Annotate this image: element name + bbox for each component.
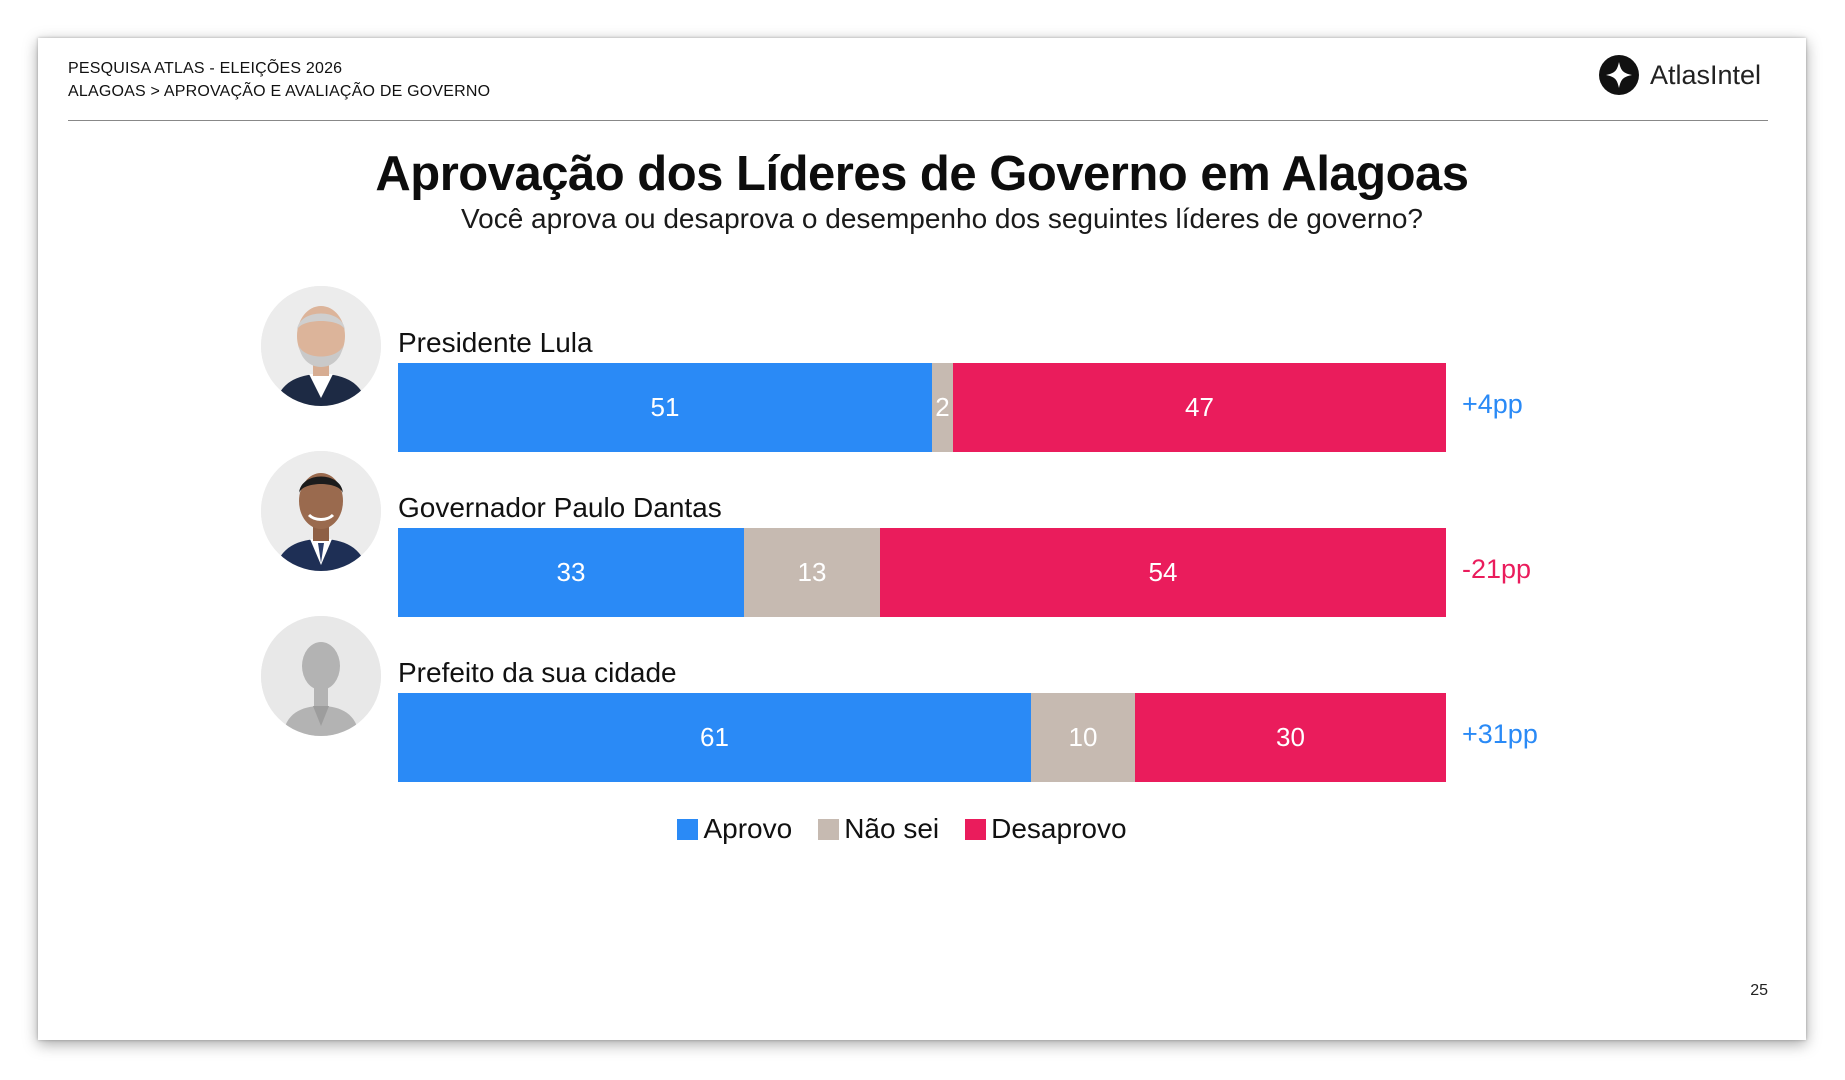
header-divider bbox=[68, 120, 1768, 121]
value-label: 54 bbox=[1148, 557, 1178, 587]
row-label-prefeito: Prefeito da sua cidade bbox=[398, 657, 677, 688]
legend-label-desaprovo: Desaprovo bbox=[991, 813, 1127, 844]
net-lula: +4pp bbox=[1462, 389, 1523, 419]
survey-header: PESQUISA ATLAS - ELEIÇÕES 2026 bbox=[68, 60, 343, 77]
value-label: 2 bbox=[935, 392, 950, 422]
atlasintel-logo-icon bbox=[1598, 55, 1639, 95]
bar-lula-desaprovo: 47 bbox=[953, 363, 1446, 452]
bar-lula: 51 2 47 bbox=[398, 363, 1446, 452]
bar-lula-aprovo: 51 bbox=[398, 363, 932, 452]
bar-prefeito-nao-sei: 10 bbox=[1031, 693, 1135, 782]
row-label-governador: Governador Paulo Dantas bbox=[398, 492, 722, 523]
bar-governador-desaprovo: 54 bbox=[880, 528, 1446, 617]
value-label: 10 bbox=[1068, 722, 1098, 752]
legend-swatch-desaprovo bbox=[965, 818, 987, 840]
chart-title: Aprovação dos Líderes de Governo em Alag… bbox=[375, 147, 1469, 201]
legend-swatch-aprovo bbox=[677, 818, 699, 840]
bar-prefeito-desaprovo: 30 bbox=[1135, 693, 1446, 782]
value-label: 51 bbox=[650, 392, 680, 422]
bar-governador-nao-sei: 13 bbox=[744, 528, 880, 617]
bar-prefeito: 61 10 30 bbox=[398, 693, 1446, 782]
avatar-lula-photo bbox=[261, 286, 381, 406]
legend-item-aprovo: Aprovo bbox=[677, 813, 792, 845]
bar-lula-nao-sei: 2 bbox=[932, 363, 953, 452]
net-governador: -21pp bbox=[1462, 554, 1532, 584]
page-number: 25 bbox=[1750, 982, 1768, 999]
avatar-prefeito-silhouette bbox=[261, 616, 381, 736]
legend-label-nao-sei: Não sei bbox=[844, 813, 940, 844]
bar-prefeito-aprovo: 61 bbox=[398, 693, 1031, 782]
legend-item-nao-sei: Não sei bbox=[818, 813, 939, 845]
bar-governador: 33 13 54 bbox=[398, 528, 1446, 617]
row-label-lula: Presidente Lula bbox=[398, 327, 593, 358]
value-label: 33 bbox=[556, 557, 586, 587]
legend-item-desaprovo: Desaprovo bbox=[965, 813, 1127, 845]
chart-subtitle: Você aprova ou desaprova o desempenho do… bbox=[460, 203, 1423, 234]
section-breadcrumb: ALAGOAS > APROVAÇÃO E AVALIAÇÃO DE GOVER… bbox=[68, 83, 491, 100]
legend-swatch-nao-sei bbox=[818, 818, 840, 840]
legend-label-aprovo: Aprovo bbox=[703, 813, 793, 844]
value-label: 47 bbox=[1185, 392, 1214, 422]
bar-governador-aprovo: 33 bbox=[398, 528, 744, 617]
logo-text: AtlasIntel bbox=[1649, 59, 1761, 90]
chart-legend: Aprovo Não sei Desaprovo bbox=[38, 813, 1806, 845]
net-prefeito: +31pp bbox=[1462, 719, 1538, 749]
avatar-paulo-dantas-photo bbox=[261, 451, 381, 571]
atlasintel-logo: AtlasIntel bbox=[1598, 52, 1761, 98]
slide: PESQUISA ATLAS - ELEIÇÕES 2026 ALAGOAS >… bbox=[38, 38, 1806, 1040]
value-label: 30 bbox=[1276, 722, 1305, 752]
value-label: 13 bbox=[797, 557, 827, 587]
value-label: 61 bbox=[700, 722, 729, 752]
